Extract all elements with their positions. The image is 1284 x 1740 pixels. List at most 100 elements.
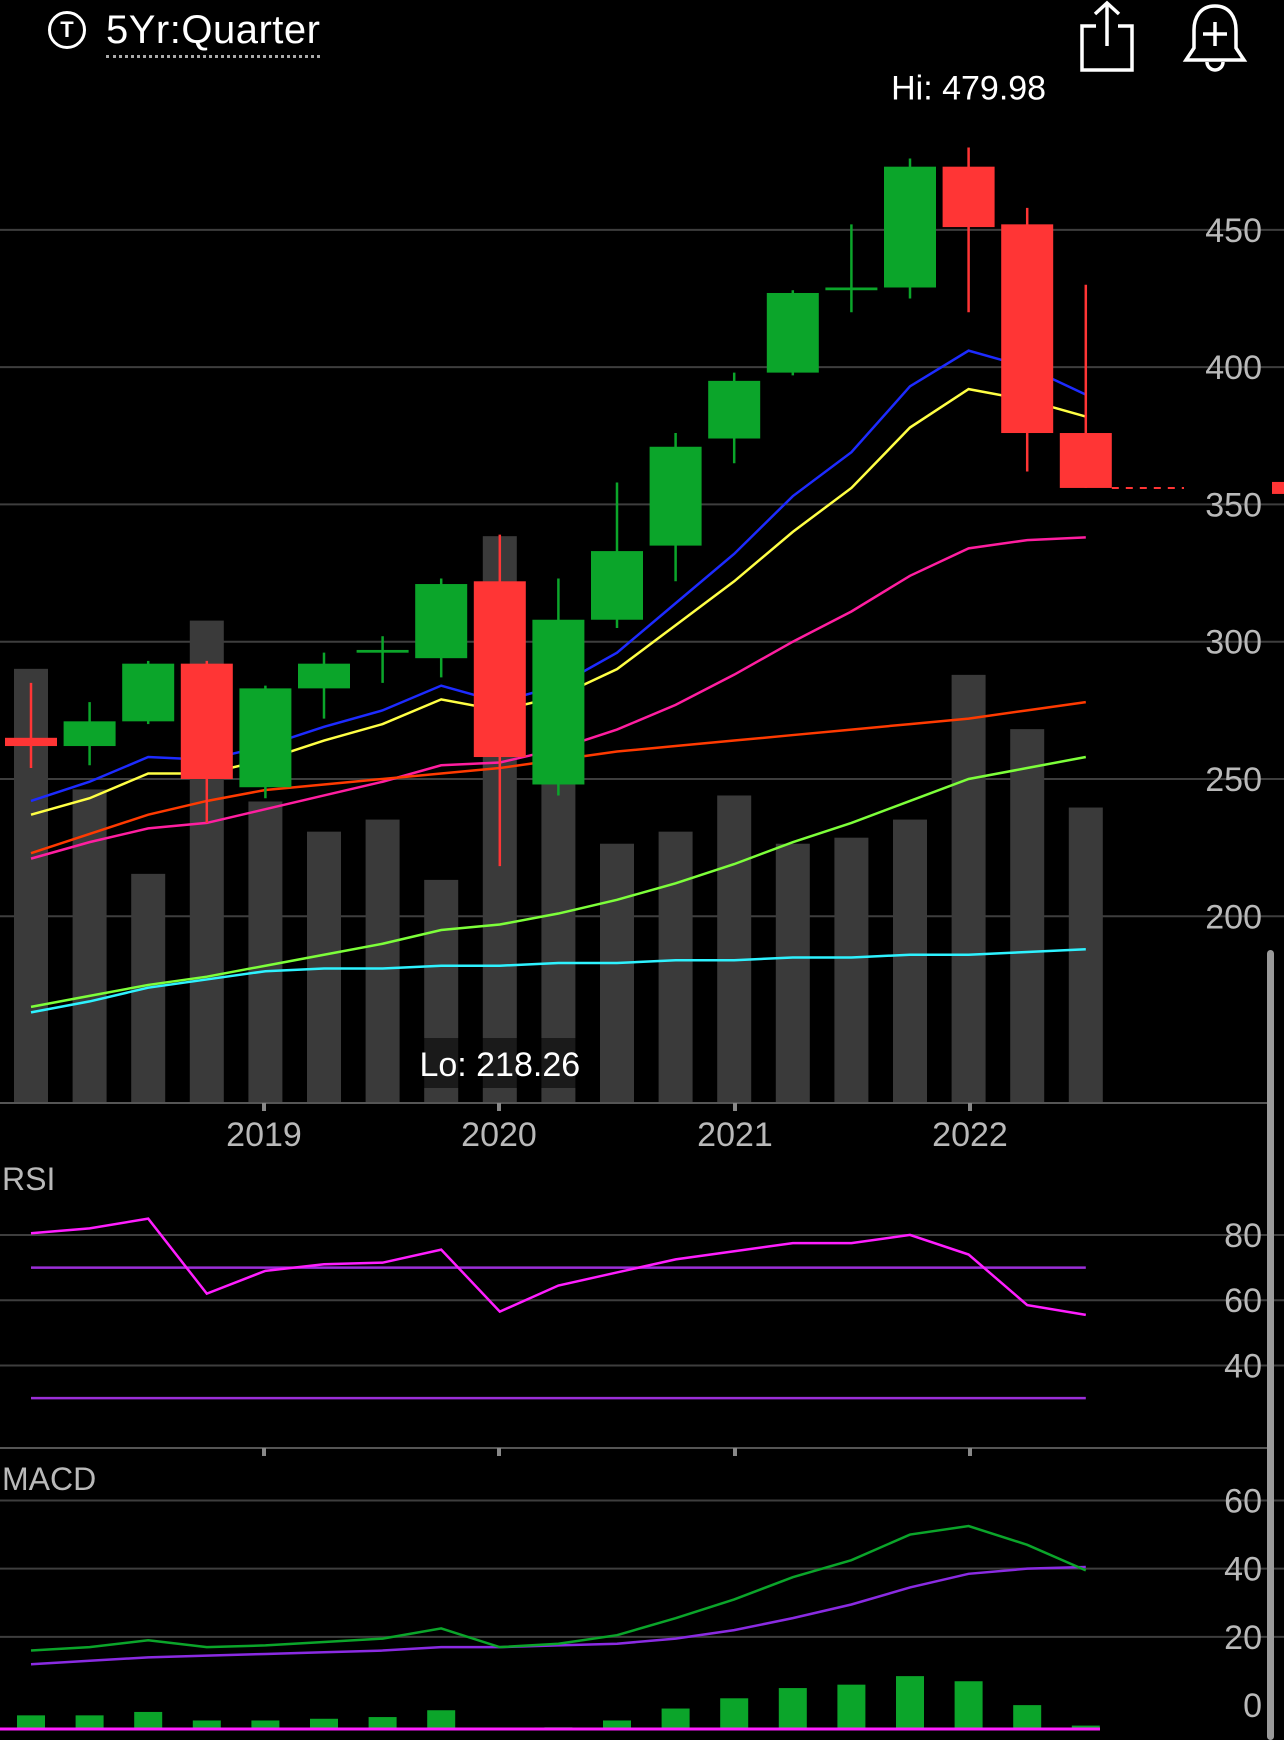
year-label: 2021 (697, 1116, 773, 1154)
year-label: 2020 (461, 1116, 537, 1154)
candle-body (766, 292, 819, 373)
moving-average-line (30, 947, 1086, 1014)
macd-histogram-bar (75, 1715, 104, 1729)
candle (473, 534, 526, 867)
price-tick-label: 250 (1205, 761, 1262, 799)
macd-tick-label: 60 (1224, 1482, 1262, 1520)
rsi-line (30, 1217, 1087, 1317)
rsi-tick-label: 80 (1224, 1217, 1262, 1255)
price-tick-label: 350 (1205, 486, 1262, 524)
candle-body (884, 166, 936, 288)
price-tick-label: 200 (1205, 898, 1262, 936)
candle (591, 482, 643, 628)
macd-histogram-bar (837, 1684, 866, 1729)
macd-histogram-bar (603, 1720, 631, 1729)
candle (766, 290, 819, 376)
moving-average-line (30, 755, 1087, 1009)
rsi-panel: RSI 40 60 80 (0, 1161, 1284, 1456)
rsi-time-ticks (262, 1448, 972, 1456)
macd-histogram-bar (1071, 1725, 1100, 1729)
range-selector[interactable]: 5Yr:Quarter (106, 8, 321, 58)
volume-bar (658, 831, 693, 1103)
volume-bar (1068, 807, 1103, 1103)
candle-body (591, 551, 643, 620)
candle-body (298, 663, 350, 689)
macd-histogram-bar (661, 1708, 690, 1729)
macd-histogram-bar (896, 1676, 924, 1729)
low-label: Lo: 218.26 (419, 1046, 580, 1084)
candle (415, 578, 468, 678)
macd-histogram-bar (720, 1698, 749, 1729)
candle (825, 224, 878, 313)
candle-body (708, 380, 761, 439)
candle-body (415, 584, 468, 659)
macd-tick-label: 0 (1243, 1687, 1262, 1725)
candle (298, 652, 350, 719)
candle (239, 685, 292, 799)
volume-bar (893, 819, 927, 1103)
candle (122, 660, 175, 725)
candle (649, 433, 702, 582)
candle-body (5, 737, 57, 747)
share-button[interactable] (1076, 0, 1138, 76)
macd-gridlines (0, 1499, 1284, 1638)
candle (63, 702, 116, 766)
candle (356, 636, 409, 683)
macd-axis: 0 20 40 60 (1224, 1482, 1262, 1725)
volume-bar (600, 843, 634, 1103)
macd-line (30, 1524, 1087, 1652)
macd-panel: MACD 0 20 40 60 (0, 1461, 1284, 1731)
scrollbar[interactable] (1267, 950, 1274, 1740)
volume-bar (248, 801, 283, 1103)
volume-bar (951, 674, 986, 1103)
candle (942, 147, 995, 313)
price-tick-label: 300 (1205, 624, 1262, 662)
macd-histogram-bar (954, 1681, 983, 1729)
price-axis: 200 250 300 350 400 450 (1205, 212, 1262, 936)
candle-body (532, 619, 585, 785)
rsi-label: RSI (2, 1161, 55, 1197)
macd-histogram-bar (134, 1711, 163, 1729)
candle-body (63, 721, 116, 747)
time-axis: 2019 2020 2021 2022 (226, 1103, 1008, 1154)
candle (1059, 284, 1112, 488)
macd-label: MACD (2, 1461, 96, 1497)
volume-bar (72, 789, 107, 1103)
price-panel: 200 250 300 350 400 450 Hi: 479.98 Lo: 218.26… (0, 70, 1284, 1154)
low-label-background (419, 1038, 580, 1088)
current-price-tag (1272, 481, 1284, 494)
volume-bar (1010, 729, 1045, 1103)
candle-body (473, 581, 526, 758)
candle-body (239, 688, 292, 788)
macd-histogram-bar (192, 1720, 221, 1729)
macd-histogram (17, 1676, 1100, 1729)
rsi-tick-label: 60 (1224, 1282, 1262, 1320)
macd-histogram-bar (17, 1715, 45, 1729)
macd-histogram-bar (427, 1710, 456, 1729)
macd-tick-label: 20 (1224, 1619, 1262, 1657)
candle-body (649, 446, 702, 546)
price-tick-label: 400 (1205, 349, 1262, 387)
price-tick-label: 450 (1205, 212, 1262, 250)
volume-bar (834, 837, 869, 1103)
high-label: Hi: 479.98 (891, 70, 1046, 108)
macd-tick-label: 40 (1224, 1551, 1262, 1589)
rsi-tick-label: 40 (1224, 1347, 1262, 1385)
rsi-axis: 40 60 80 (1224, 1217, 1262, 1386)
range-info-icon[interactable]: T (48, 11, 86, 49)
candle (532, 578, 585, 796)
add-alert-button[interactable] (1180, 0, 1250, 76)
candle (5, 682, 57, 769)
macd-histogram-bar (368, 1717, 397, 1729)
macd-histogram-bar (310, 1718, 338, 1729)
volume-bar (775, 843, 810, 1103)
macd-histogram-bar (1013, 1705, 1042, 1729)
candlesticks (5, 147, 1112, 867)
candle-body (122, 663, 175, 722)
candle (708, 372, 761, 464)
share-icon (1080, 0, 1134, 72)
rsi-gridlines (0, 1233, 1284, 1367)
candle-body (942, 166, 995, 228)
candle-body (1001, 224, 1054, 434)
